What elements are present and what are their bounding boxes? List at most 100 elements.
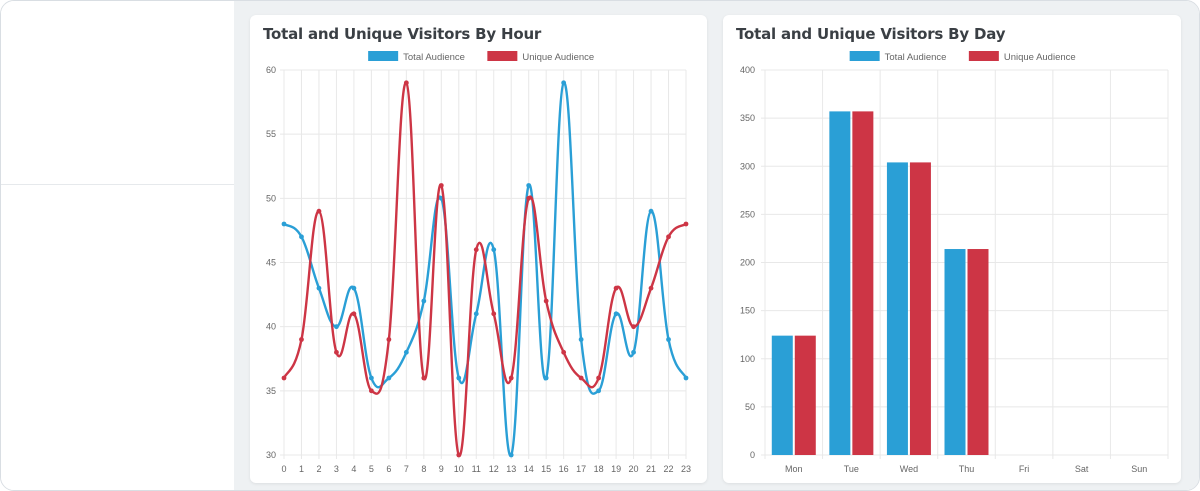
x-tick-label: 6 <box>386 464 391 474</box>
data-point <box>543 375 549 381</box>
sidebar-divider <box>1 184 234 185</box>
data-point <box>368 375 374 381</box>
data-point <box>631 349 636 355</box>
legend-swatch <box>487 51 518 61</box>
bar <box>852 111 874 455</box>
visitors-by-day-chart: 0 50 100 150 200 250 300 350 400 Mon Tue Wed Thu Fri S… <box>740 51 1169 474</box>
data-point <box>526 183 532 188</box>
data-point <box>421 298 427 304</box>
bar <box>829 111 851 455</box>
x-tick-label: 23 <box>681 464 691 474</box>
y-tick-label: 300 <box>740 161 755 171</box>
dashboard-content: Total and Unique Visitors By Hour 30 35 40… <box>234 1 1199 490</box>
x-tick-label: 18 <box>594 464 604 474</box>
data-point <box>351 285 357 291</box>
data-point <box>631 324 636 330</box>
data-point <box>456 452 462 458</box>
legend-label: Unique Audience <box>522 52 594 63</box>
data-point <box>299 234 304 240</box>
data-point <box>491 247 497 253</box>
x-tick-label: 15 <box>541 464 551 474</box>
x-tick-label: Fri <box>1019 464 1030 474</box>
x-tick-label: Thu <box>959 464 975 474</box>
data-point <box>334 324 339 330</box>
x-tick-label: Mon <box>785 464 803 474</box>
data-point <box>473 247 479 253</box>
data-point <box>438 183 444 188</box>
x-tick-label: Wed <box>900 464 918 474</box>
x-tick-label: Sun <box>1131 464 1147 474</box>
data-point <box>421 375 427 381</box>
data-point <box>666 234 671 240</box>
bar <box>967 249 989 455</box>
y-tick-label: 250 <box>740 209 755 219</box>
y-tick-label: 100 <box>740 354 755 364</box>
x-tick-label: 11 <box>472 464 481 474</box>
data-point <box>316 208 322 214</box>
legend-label: Total Audience <box>885 52 947 63</box>
data-point <box>561 349 567 355</box>
y-tick-label: 0 <box>750 450 755 460</box>
legend-label: Total Audience <box>403 52 465 63</box>
x-tick-label: 5 <box>369 464 374 474</box>
data-point <box>508 452 514 458</box>
data-point <box>334 349 339 355</box>
x-tick-label: Tue <box>844 464 859 474</box>
data-point <box>316 285 322 291</box>
x-tick-label: 7 <box>404 464 409 474</box>
legend-label: Unique Audience <box>1004 52 1076 63</box>
data-point <box>596 388 602 394</box>
data-point <box>386 337 392 342</box>
x-tick-label: 17 <box>576 464 586 474</box>
y-tick-label: 35 <box>266 386 276 396</box>
data-point <box>473 311 479 317</box>
y-tick-label: 400 <box>740 65 755 75</box>
x-tick-label: 12 <box>489 464 499 474</box>
data-point <box>403 349 409 355</box>
x-tick-label: 13 <box>506 464 516 474</box>
x-tick-label: 19 <box>611 464 621 474</box>
y-tick-label: 30 <box>266 450 276 460</box>
data-point <box>666 337 671 342</box>
data-point <box>368 388 374 394</box>
legend-swatch <box>368 51 399 61</box>
bar <box>886 162 908 455</box>
x-tick-label: 14 <box>524 464 534 474</box>
data-point <box>351 311 357 317</box>
data-point <box>386 375 392 381</box>
legend-swatch <box>849 51 880 61</box>
data-point <box>281 375 287 381</box>
bar <box>909 162 931 455</box>
y-tick-label: 60 <box>266 65 276 75</box>
y-tick-label: 50 <box>745 402 755 412</box>
data-point <box>281 221 287 227</box>
x-tick-label: 22 <box>664 464 674 474</box>
y-tick-label: 200 <box>740 258 755 268</box>
data-point <box>683 221 689 227</box>
y-tick-label: 55 <box>266 129 276 139</box>
x-tick-label: 9 <box>439 464 444 474</box>
data-point <box>648 285 654 291</box>
visitors-by-hour-title: Total and Unique Visitors By Hour <box>263 25 542 43</box>
x-tick-label: Sat <box>1075 464 1089 474</box>
data-point <box>508 375 514 381</box>
data-point <box>403 80 409 86</box>
data-point <box>561 80 567 86</box>
visitors-by-day-card: Total and Unique Visitors By Day 0 50 100 1… <box>723 15 1181 483</box>
data-point <box>613 311 619 317</box>
sidebar <box>1 1 234 490</box>
x-tick-label: 0 <box>281 464 286 474</box>
x-tick-label: 20 <box>629 464 639 474</box>
visitors-by-hour-card: Total and Unique Visitors By Hour 30 35 40… <box>250 15 707 483</box>
x-tick-label: 4 <box>351 464 356 474</box>
data-point <box>299 337 304 342</box>
x-tick-label: 21 <box>646 464 656 474</box>
x-tick-label: 3 <box>334 464 339 474</box>
data-point <box>578 375 584 381</box>
y-tick-label: 50 <box>266 193 276 203</box>
x-tick-label: 10 <box>454 464 464 474</box>
series-line <box>282 81 687 457</box>
data-point <box>526 195 532 201</box>
data-point <box>578 337 584 342</box>
